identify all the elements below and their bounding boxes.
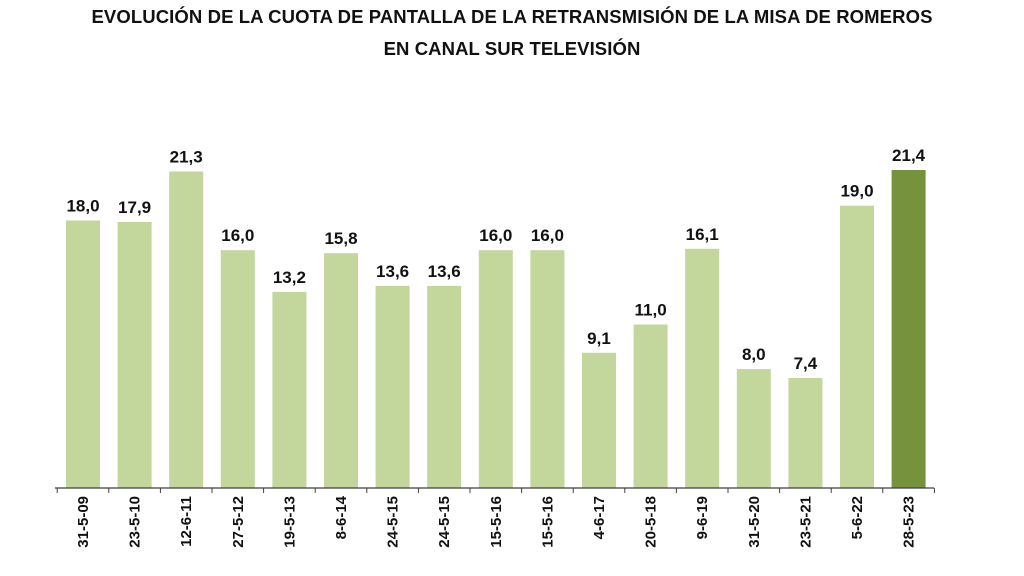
value-label-0: 18,0 bbox=[66, 197, 99, 216]
bar-6 bbox=[375, 285, 410, 488]
x-tick-label-3: 27-5-12 bbox=[230, 496, 247, 548]
value-label-15: 19,0 bbox=[840, 182, 873, 201]
bar-16 bbox=[891, 170, 926, 488]
x-tick-label-0: 31-5-09 bbox=[75, 496, 92, 548]
bar-13 bbox=[736, 369, 771, 488]
x-tick-label-10: 4-6-17 bbox=[591, 496, 608, 539]
bar-10 bbox=[582, 352, 616, 488]
bar-15 bbox=[840, 205, 874, 488]
bar-9 bbox=[530, 250, 565, 488]
chart-title-line-2: EN CANAL SUR TELEVISIÓN bbox=[383, 38, 641, 59]
bar-5 bbox=[324, 253, 358, 488]
chart-title-line-1: EVOLUCIÓN DE LA CUOTA DE PANTALLA DE LA … bbox=[91, 6, 933, 27]
value-label-5: 15,8 bbox=[324, 229, 357, 248]
x-tick-label-11: 20-5-18 bbox=[643, 496, 660, 548]
value-label-14: 7,4 bbox=[794, 354, 818, 373]
value-label-6: 13,6 bbox=[376, 262, 409, 281]
value-label-7: 13,6 bbox=[428, 262, 461, 281]
x-tick-labels-group: 31-5-09 23-5-10 12-6-11 27-5-12 19-5-13 8-6-1… bbox=[75, 495, 918, 547]
bar-3 bbox=[220, 250, 255, 488]
bar-11 bbox=[633, 324, 668, 488]
value-label-12: 16,1 bbox=[686, 225, 719, 244]
bar-14 bbox=[788, 378, 823, 488]
value-label-1: 17,9 bbox=[118, 198, 151, 217]
x-ticks-group bbox=[56, 488, 935, 493]
x-tick-label-8: 15-5-16 bbox=[488, 496, 505, 548]
x-tick-label-16: 28-5-23 bbox=[901, 496, 918, 548]
bar-2 bbox=[169, 171, 204, 488]
x-tick-label-12: 9-6-19 bbox=[694, 496, 711, 539]
x-tick-label-1: 23-5-10 bbox=[127, 496, 144, 548]
value-label-2: 21,3 bbox=[170, 148, 203, 167]
bars-group bbox=[66, 170, 926, 488]
x-tick-label-7: 24-5-15 bbox=[436, 496, 453, 548]
value-label-3: 16,0 bbox=[221, 226, 254, 245]
x-tick-label-2: 12-6-11 bbox=[178, 496, 195, 547]
value-labels-group: 18,0 17,9 21,3 16,0 13,2 15,8 13,6 13,6 16,0 16,0… bbox=[66, 146, 925, 373]
value-label-10: 9,1 bbox=[587, 329, 611, 348]
value-label-4: 13,2 bbox=[273, 268, 306, 287]
x-tick-label-14: 23-5-21 bbox=[797, 496, 814, 548]
bar-0 bbox=[66, 220, 100, 488]
bar-12 bbox=[685, 248, 720, 488]
bar-7 bbox=[427, 285, 462, 488]
x-tick-label-9: 15-5-16 bbox=[539, 496, 556, 548]
bar-4 bbox=[272, 291, 307, 488]
value-label-9: 16,0 bbox=[531, 226, 564, 245]
x-tick-label-15: 5-6-22 bbox=[849, 496, 866, 539]
x-tick-label-6: 24-5-15 bbox=[385, 496, 402, 548]
bar-8 bbox=[478, 250, 513, 488]
x-tick-label-5: 8-6-14 bbox=[333, 495, 350, 539]
x-tick-label-4: 19-5-13 bbox=[281, 496, 298, 548]
value-label-11: 11,0 bbox=[635, 301, 667, 320]
value-label-13: 8,0 bbox=[742, 345, 766, 364]
bar-1 bbox=[117, 222, 152, 488]
value-label-8: 16,0 bbox=[479, 226, 512, 245]
x-tick-label-13: 31-5-20 bbox=[746, 496, 763, 548]
value-label-16: 21,4 bbox=[892, 146, 926, 165]
